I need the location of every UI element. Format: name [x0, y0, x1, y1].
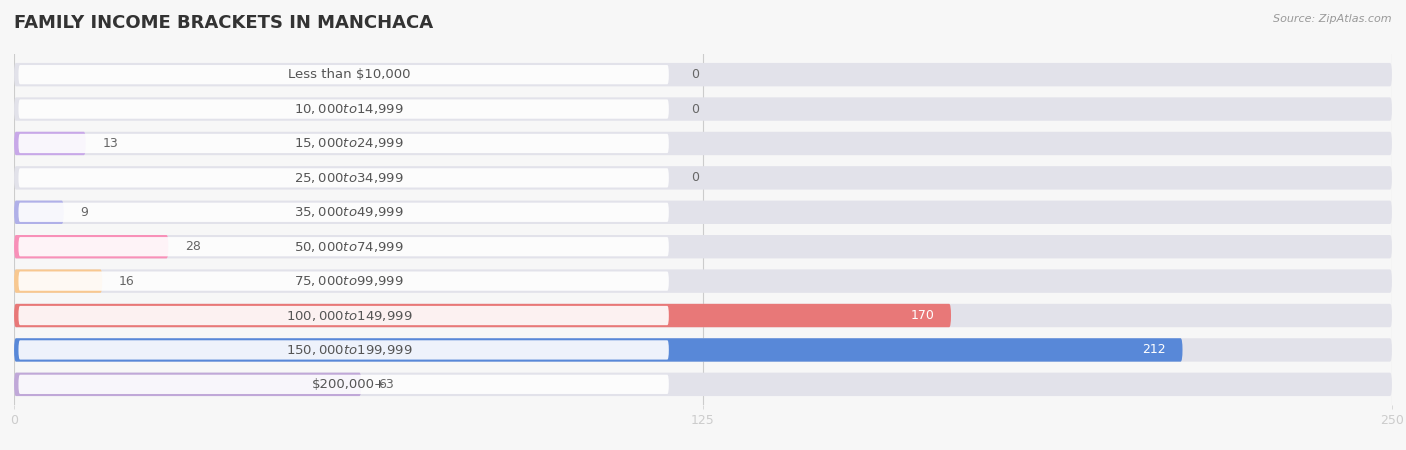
- Text: $200,000+: $200,000+: [312, 378, 387, 391]
- FancyBboxPatch shape: [14, 132, 86, 155]
- FancyBboxPatch shape: [14, 63, 1392, 86]
- FancyBboxPatch shape: [18, 340, 669, 360]
- Text: $75,000 to $99,999: $75,000 to $99,999: [294, 274, 404, 288]
- FancyBboxPatch shape: [14, 132, 1392, 155]
- FancyBboxPatch shape: [14, 166, 1392, 189]
- Text: $35,000 to $49,999: $35,000 to $49,999: [294, 205, 404, 219]
- FancyBboxPatch shape: [14, 97, 1392, 121]
- Text: 0: 0: [690, 68, 699, 81]
- FancyBboxPatch shape: [18, 168, 669, 188]
- FancyBboxPatch shape: [14, 338, 1392, 362]
- FancyBboxPatch shape: [18, 65, 669, 84]
- FancyBboxPatch shape: [14, 235, 1392, 258]
- Text: $15,000 to $24,999: $15,000 to $24,999: [294, 136, 404, 150]
- FancyBboxPatch shape: [18, 202, 669, 222]
- Text: $150,000 to $199,999: $150,000 to $199,999: [285, 343, 412, 357]
- Text: 16: 16: [118, 274, 135, 288]
- FancyBboxPatch shape: [18, 99, 669, 119]
- Text: 9: 9: [80, 206, 89, 219]
- Text: 212: 212: [1142, 343, 1166, 356]
- Text: 13: 13: [103, 137, 118, 150]
- FancyBboxPatch shape: [14, 270, 103, 293]
- FancyBboxPatch shape: [18, 134, 669, 153]
- FancyBboxPatch shape: [18, 306, 669, 325]
- FancyBboxPatch shape: [18, 271, 669, 291]
- FancyBboxPatch shape: [14, 304, 1392, 327]
- FancyBboxPatch shape: [18, 375, 669, 394]
- Text: Less than $10,000: Less than $10,000: [288, 68, 411, 81]
- FancyBboxPatch shape: [18, 237, 669, 256]
- Text: 28: 28: [186, 240, 201, 253]
- Text: 63: 63: [378, 378, 394, 391]
- FancyBboxPatch shape: [14, 373, 1392, 396]
- Text: 170: 170: [911, 309, 935, 322]
- FancyBboxPatch shape: [14, 270, 1392, 293]
- Text: 0: 0: [690, 171, 699, 184]
- Text: 0: 0: [690, 103, 699, 116]
- FancyBboxPatch shape: [14, 201, 63, 224]
- FancyBboxPatch shape: [14, 235, 169, 258]
- Text: $10,000 to $14,999: $10,000 to $14,999: [294, 102, 404, 116]
- FancyBboxPatch shape: [14, 304, 950, 327]
- Text: $25,000 to $34,999: $25,000 to $34,999: [294, 171, 404, 185]
- Text: $100,000 to $149,999: $100,000 to $149,999: [285, 309, 412, 323]
- FancyBboxPatch shape: [14, 338, 1182, 362]
- Text: Source: ZipAtlas.com: Source: ZipAtlas.com: [1274, 14, 1392, 23]
- FancyBboxPatch shape: [14, 201, 1392, 224]
- Text: $50,000 to $74,999: $50,000 to $74,999: [294, 240, 404, 254]
- FancyBboxPatch shape: [14, 373, 361, 396]
- Text: FAMILY INCOME BRACKETS IN MANCHACA: FAMILY INCOME BRACKETS IN MANCHACA: [14, 14, 433, 32]
